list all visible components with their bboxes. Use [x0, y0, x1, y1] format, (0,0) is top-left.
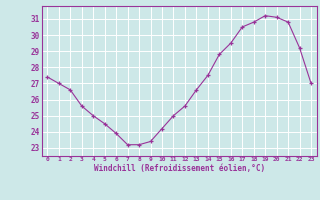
X-axis label: Windchill (Refroidissement éolien,°C): Windchill (Refroidissement éolien,°C) — [94, 164, 265, 173]
